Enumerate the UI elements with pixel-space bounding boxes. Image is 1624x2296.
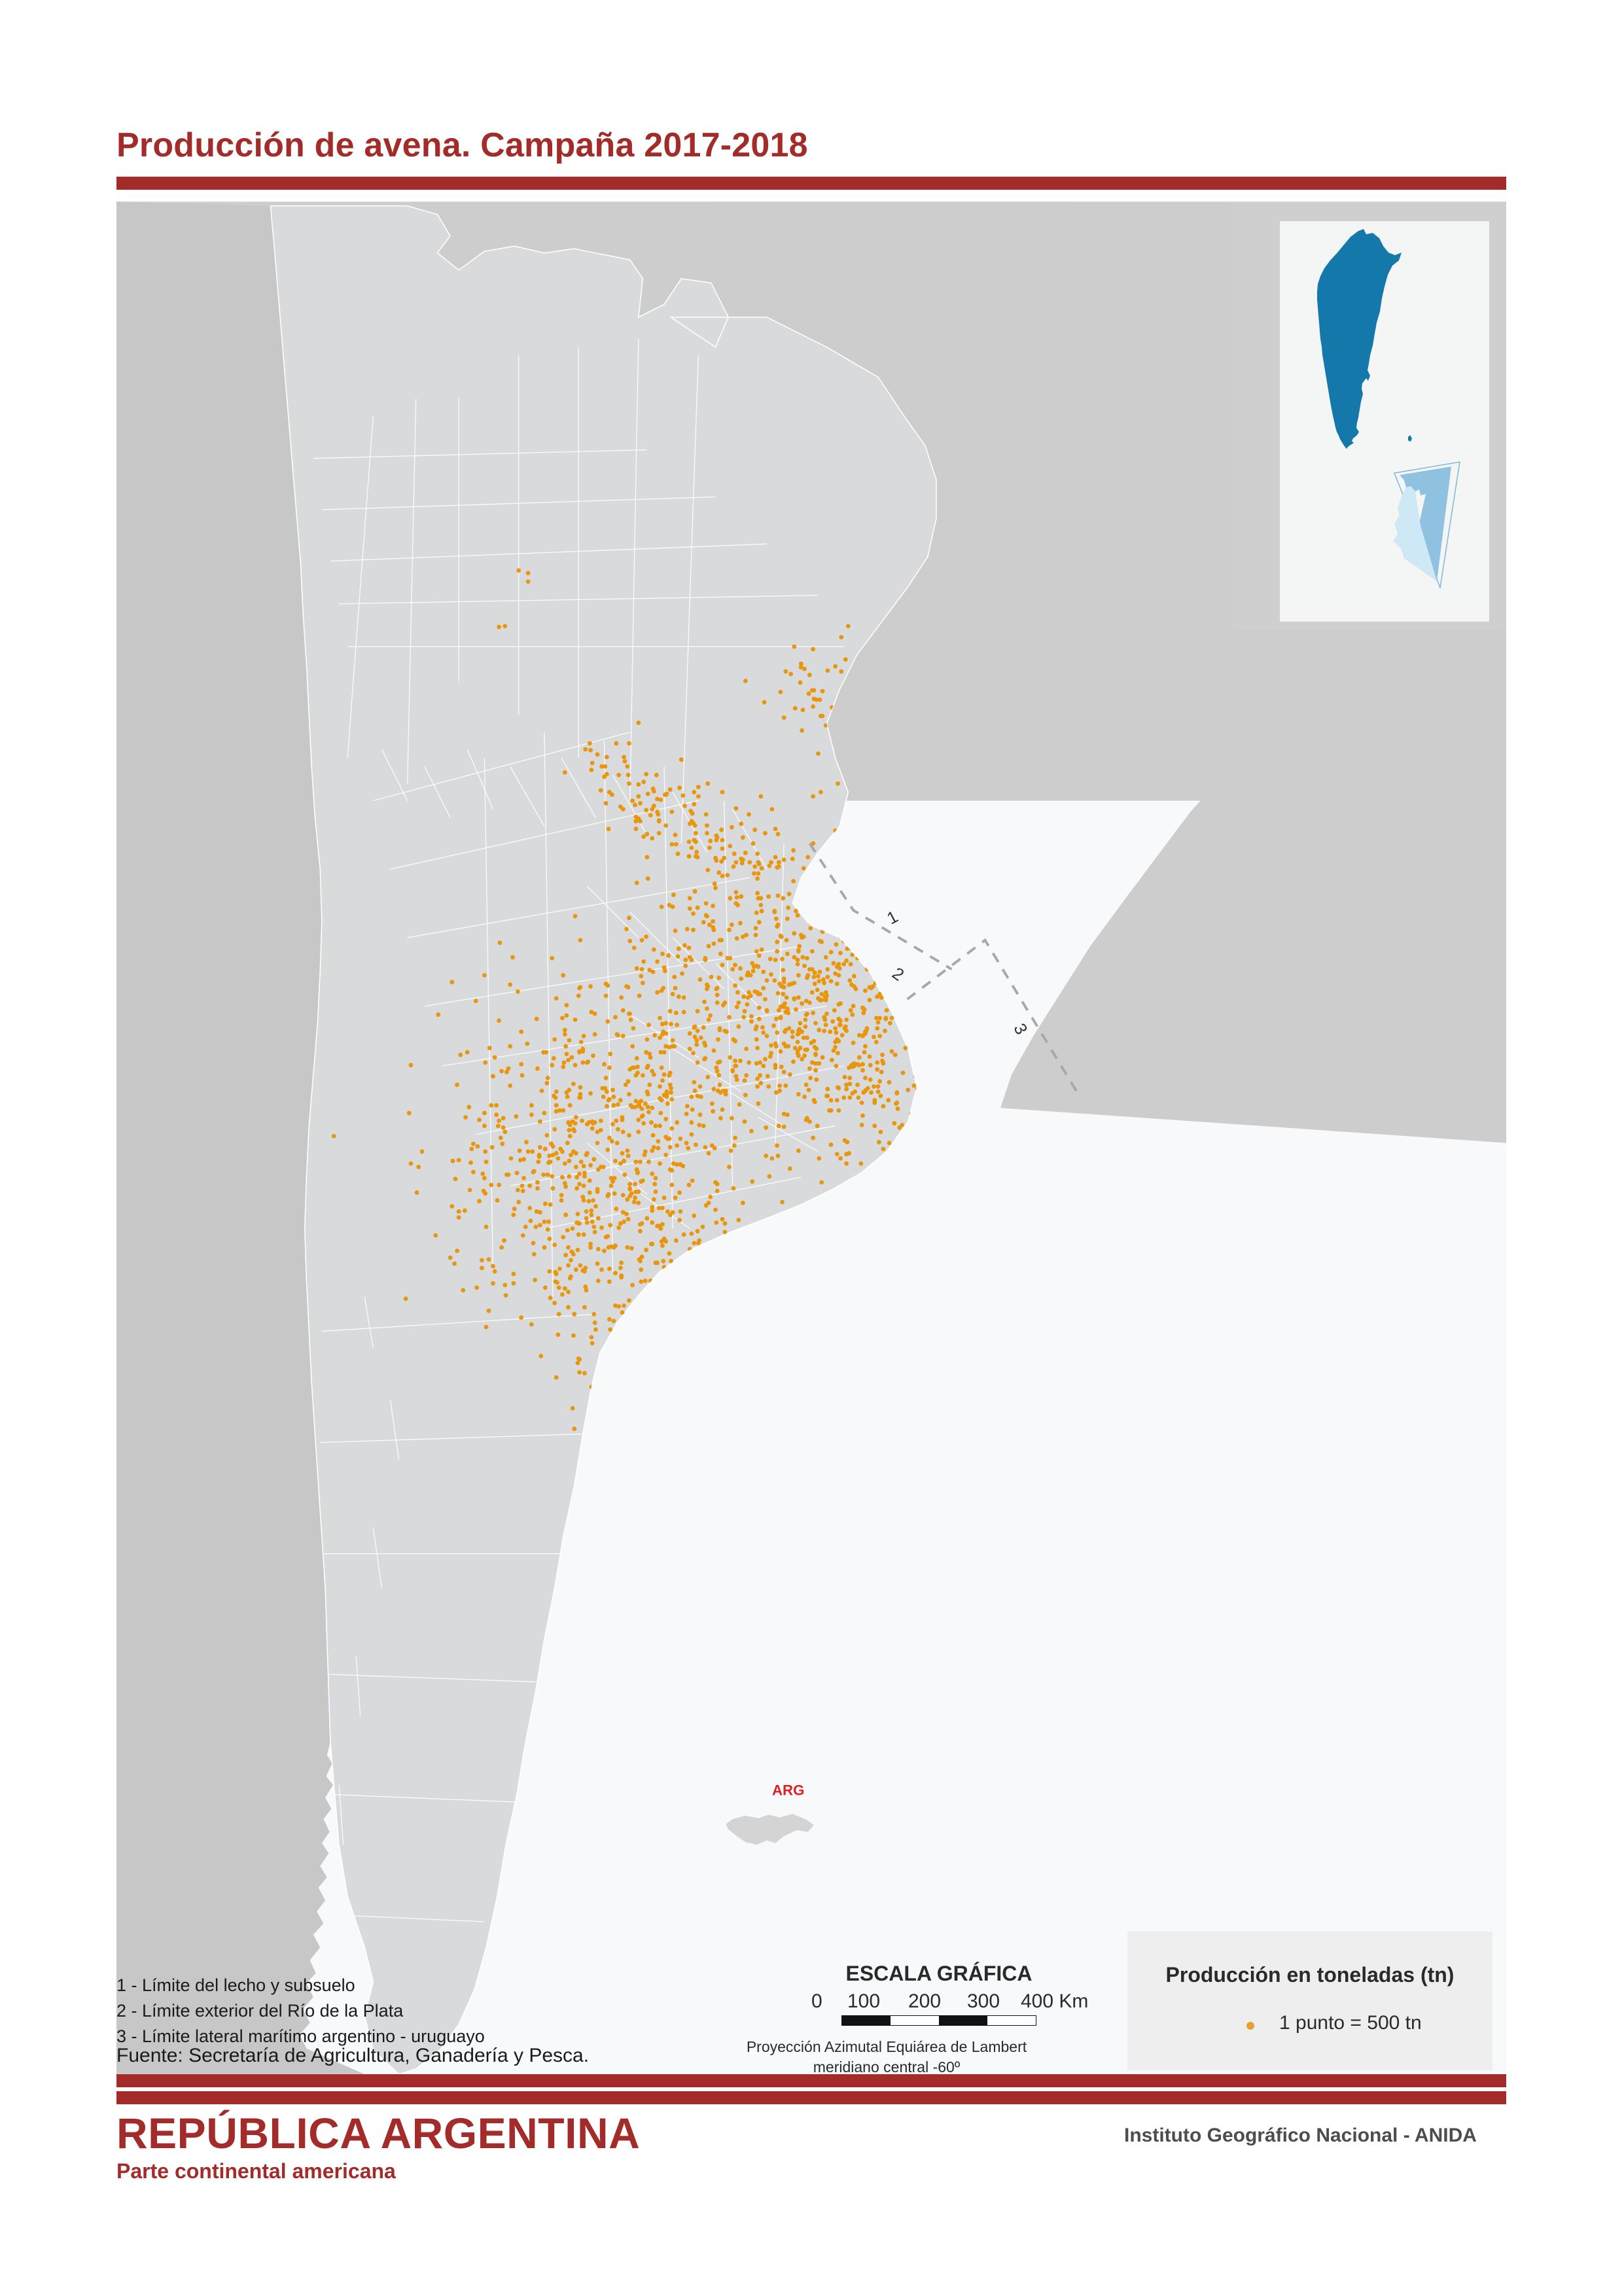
- svg-text:ARG: ARG: [772, 1782, 804, 1798]
